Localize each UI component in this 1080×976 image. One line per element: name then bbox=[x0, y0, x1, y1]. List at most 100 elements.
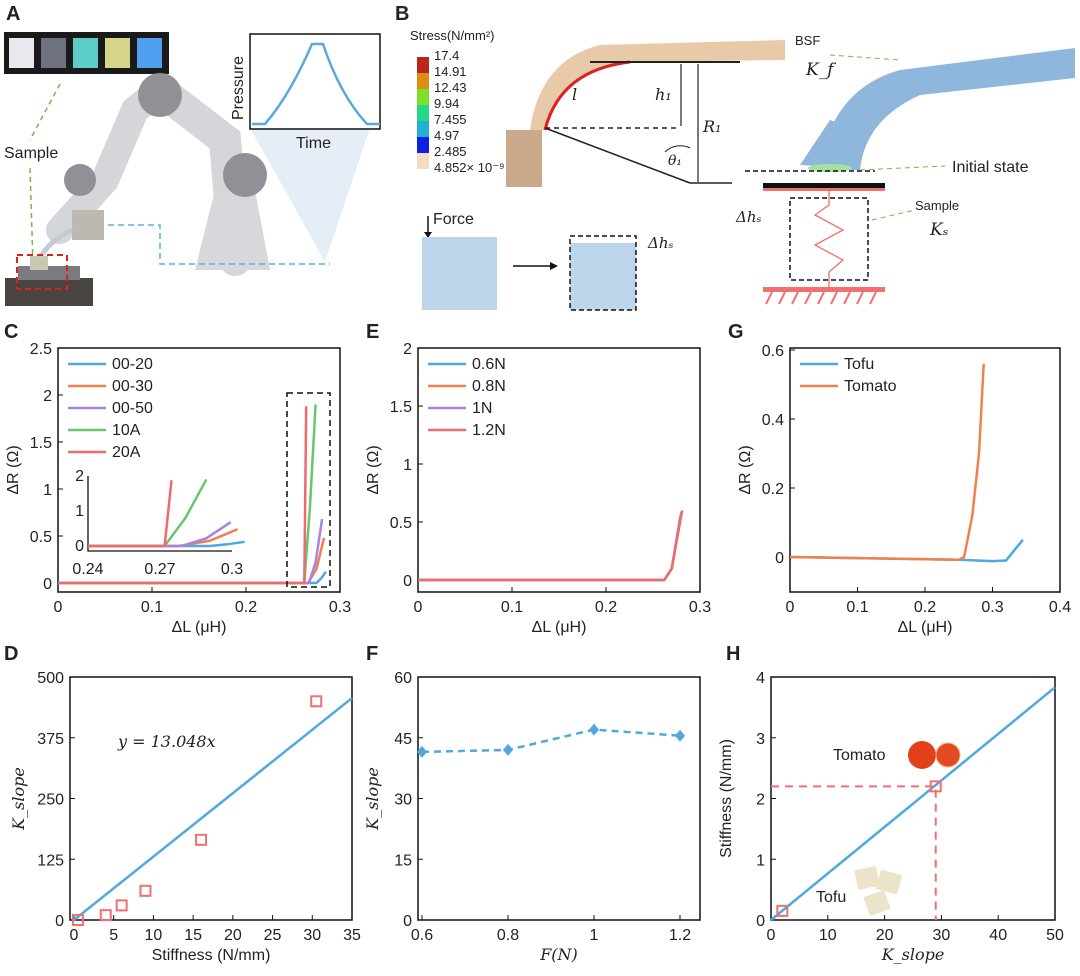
x-axis-label: Stiffness (N/mm) bbox=[152, 947, 271, 964]
stress-level-label: 4.97 bbox=[434, 128, 459, 143]
inset-series-line bbox=[88, 480, 173, 548]
chart-c: 0 0.1 0.2 0.3 0 0.5 1 1.5 2 2.5 ΔL (μH) ΔR (Ω) 00-20… bbox=[5, 341, 351, 636]
data-point-marker bbox=[417, 745, 427, 758]
sample-swatch bbox=[41, 38, 66, 68]
tofu-icon bbox=[863, 889, 891, 917]
data-point-marker bbox=[115, 899, 128, 912]
colorbar-segment bbox=[417, 73, 429, 89]
y-axis-label: ΔR (Ω) bbox=[365, 445, 382, 494]
initial-state-label: Initial state bbox=[952, 159, 1029, 176]
colorbar-segment bbox=[417, 105, 429, 121]
x-tick-label: 0.4 bbox=[1049, 599, 1071, 616]
y-axis-label: K_slope bbox=[363, 767, 382, 831]
x-tick-label: 30 bbox=[933, 927, 951, 944]
data-point-marker bbox=[503, 743, 513, 756]
zoom-cone bbox=[250, 128, 370, 262]
x-tick-label: 0.6 bbox=[411, 927, 433, 944]
inset-y-tick-label: 0 bbox=[75, 538, 84, 555]
legend-label: 10A bbox=[112, 422, 141, 439]
fit-equation: y = 13.048x bbox=[117, 732, 216, 751]
x-tick-label: 0.2 bbox=[235, 599, 257, 616]
contact-plate bbox=[763, 183, 885, 188]
x-tick-label: 0.3 bbox=[689, 599, 711, 616]
x-tick-label: 5 bbox=[109, 927, 118, 944]
y-tick-label: 0.6 bbox=[762, 343, 784, 360]
connection-line bbox=[108, 224, 330, 265]
axes-frame bbox=[417, 347, 701, 593]
x-tick-label: 40 bbox=[989, 927, 1007, 944]
y-tick-label: 0.5 bbox=[390, 515, 412, 532]
sample-spring-label: Sample bbox=[915, 198, 959, 213]
x-tick-label: 0 bbox=[70, 927, 79, 944]
sample-label: Sample bbox=[4, 145, 58, 162]
y-axis-label: ΔR (Ω) bbox=[737, 445, 754, 494]
x-tick-label: 0.3 bbox=[981, 599, 1003, 616]
panel-label-a: A bbox=[6, 3, 20, 25]
colorbar-segment bbox=[417, 121, 429, 137]
force-label: Force bbox=[433, 211, 474, 228]
compressed-block bbox=[570, 243, 636, 310]
colorbar-segment bbox=[417, 57, 429, 73]
inset-series-line bbox=[88, 478, 208, 548]
series-line-tomato bbox=[789, 363, 985, 562]
panel-label-g: G bbox=[728, 321, 744, 343]
y-tick-label: 15 bbox=[394, 852, 412, 869]
y-tick-label: 30 bbox=[394, 792, 412, 809]
x-tick-label: 0 bbox=[786, 599, 795, 616]
fit-line bbox=[73, 697, 353, 921]
sample-swatch bbox=[73, 38, 98, 68]
tofu-icon bbox=[875, 869, 903, 895]
y-tick-label: 0 bbox=[55, 913, 64, 930]
y-tick-label: 1.5 bbox=[390, 399, 412, 416]
inset-x-tick-label: 0.24 bbox=[72, 561, 103, 578]
x-tick-label: 50 bbox=[1046, 927, 1064, 944]
stress-level-label: 2.485 bbox=[434, 144, 467, 159]
panel-label-d: D bbox=[4, 643, 18, 665]
panel-a: Sample Pressure Time bbox=[4, 32, 381, 306]
x-tick-label: 0.8 bbox=[497, 927, 519, 944]
chart-f: 0.6 0.8 1 1.2 0 15 30 45 60 F(N) K_slope bbox=[363, 670, 701, 964]
y-tick-label: 500 bbox=[37, 670, 64, 687]
x-axis-label: K_slope bbox=[881, 945, 945, 964]
x-tick-label: 0.1 bbox=[846, 599, 868, 616]
r1-label: R₁ bbox=[702, 117, 721, 136]
h1-label: h₁ bbox=[655, 85, 672, 104]
axes-frame bbox=[69, 676, 353, 921]
panel-label-c: C bbox=[4, 321, 18, 343]
chart-g: 0 0.1 0.2 0.3 0.4 0 0.2 0.4 0.6 ΔL (μH) ΔR (Ω) Tofu… bbox=[737, 343, 1071, 636]
legend-label: 0.6N bbox=[472, 356, 506, 373]
zoom-region-box bbox=[286, 392, 331, 588]
x-tick-label: 0 bbox=[54, 599, 63, 616]
ks-label: Kₛ bbox=[929, 220, 949, 240]
x-axis-label: ΔL (μH) bbox=[532, 619, 587, 636]
y-tick-label: 45 bbox=[394, 731, 412, 748]
series-line-0-8n bbox=[418, 513, 683, 582]
leader-line bbox=[29, 83, 61, 141]
data-point-marker bbox=[776, 904, 789, 917]
sample-block bbox=[422, 237, 497, 310]
y-tick-label: 250 bbox=[37, 792, 64, 809]
data-point-marker bbox=[139, 884, 152, 897]
y-axis-label: ΔR (Ω) bbox=[5, 445, 22, 494]
arc-length-label: l bbox=[572, 85, 577, 104]
x-tick-label: 15 bbox=[184, 927, 202, 944]
chart-e: 0 0.1 0.2 0.3 0 0.5 1 1.5 2 ΔL (μH) ΔR (Ω) 0.6N 0.8N… bbox=[365, 341, 711, 636]
x-tick-label: 25 bbox=[264, 927, 282, 944]
x-axis-label: F(N) bbox=[539, 945, 578, 964]
panel-label-b: B bbox=[395, 3, 409, 25]
panel-label-f: F bbox=[366, 643, 378, 665]
inset-axes bbox=[87, 476, 232, 552]
data-point-marker bbox=[675, 729, 685, 742]
x-tick-label: 0 bbox=[414, 599, 423, 616]
spring-icon bbox=[813, 191, 845, 287]
tofu-label: Tofu bbox=[816, 889, 846, 906]
data-point-marker bbox=[195, 833, 208, 846]
delta-hs-label: Δhₛ bbox=[647, 234, 674, 252]
y-tick-label: 375 bbox=[37, 731, 64, 748]
sample-swatch bbox=[9, 38, 34, 68]
x-tick-label: 20 bbox=[876, 927, 894, 944]
y-tick-label: 0 bbox=[43, 576, 52, 593]
inset-y-tick-label: 2 bbox=[75, 468, 84, 485]
